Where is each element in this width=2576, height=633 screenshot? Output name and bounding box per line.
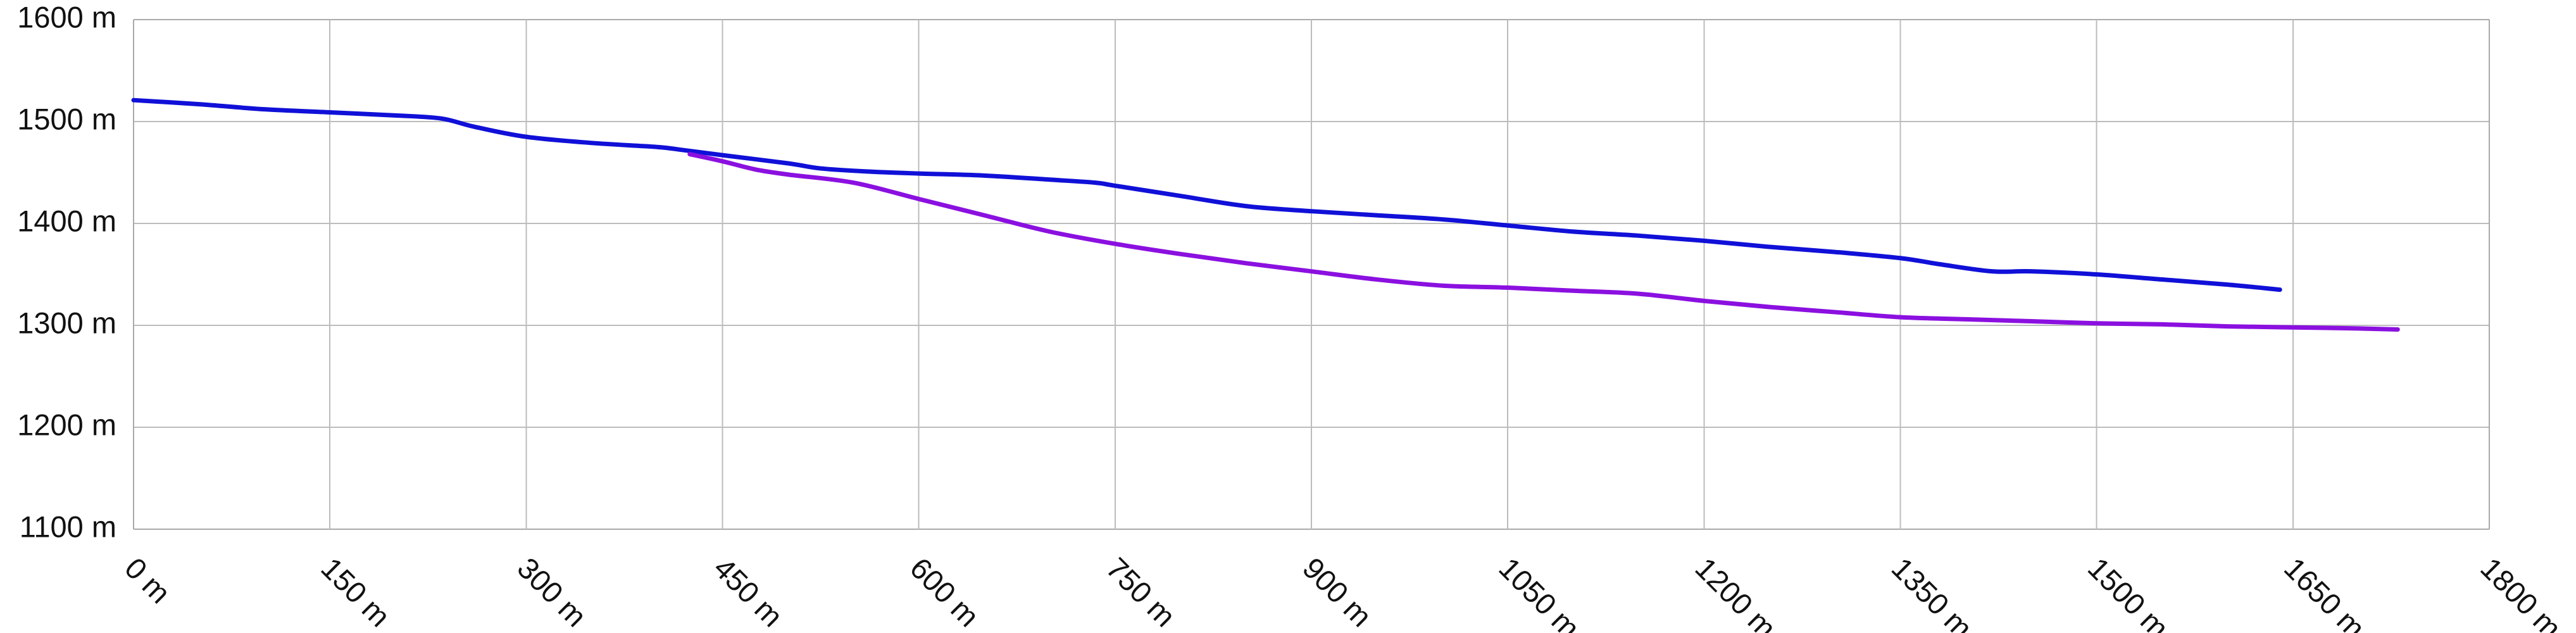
y-axis-labels: 1100 m 1200 m 1300 m 1400 m 1500 m 1600 m <box>17 0 116 543</box>
x-tick-label: 750 m <box>1100 551 1182 633</box>
x-tick-label: 1200 m <box>1689 551 1782 633</box>
series-layer <box>131 97 2400 332</box>
x-tick-label: 0 m <box>118 551 177 610</box>
series-line-purple <box>687 152 2400 332</box>
x-tick-label: 1050 m <box>1492 551 1586 633</box>
x-tick-label: 450 m <box>708 551 790 633</box>
x-tick-label: 1800 m <box>2474 551 2568 633</box>
grid-layer <box>132 18 2491 530</box>
x-tick-label: 1650 m <box>2278 551 2372 633</box>
x-tick-label: 1500 m <box>2082 551 2175 633</box>
x-tick-label: 150 m <box>315 551 397 633</box>
y-tick-label: 1300 m <box>17 306 116 339</box>
x-tick-label: 600 m <box>904 551 986 633</box>
y-tick-label: 1200 m <box>17 408 116 441</box>
y-tick-label: 1400 m <box>17 204 116 237</box>
y-tick-label: 1500 m <box>17 102 116 135</box>
y-tick-label: 1600 m <box>17 0 116 34</box>
series-line-blue <box>131 97 2282 292</box>
y-tick-label: 1100 m <box>20 510 116 543</box>
x-tick-label: 900 m <box>1296 551 1379 633</box>
x-tick-label: 1350 m <box>1885 551 1979 633</box>
x-tick-label: 300 m <box>511 551 593 633</box>
x-axis-labels: 0 m 150 m 300 m 450 m 600 m 750 m 900 m 1050 m 1… <box>118 551 2568 633</box>
